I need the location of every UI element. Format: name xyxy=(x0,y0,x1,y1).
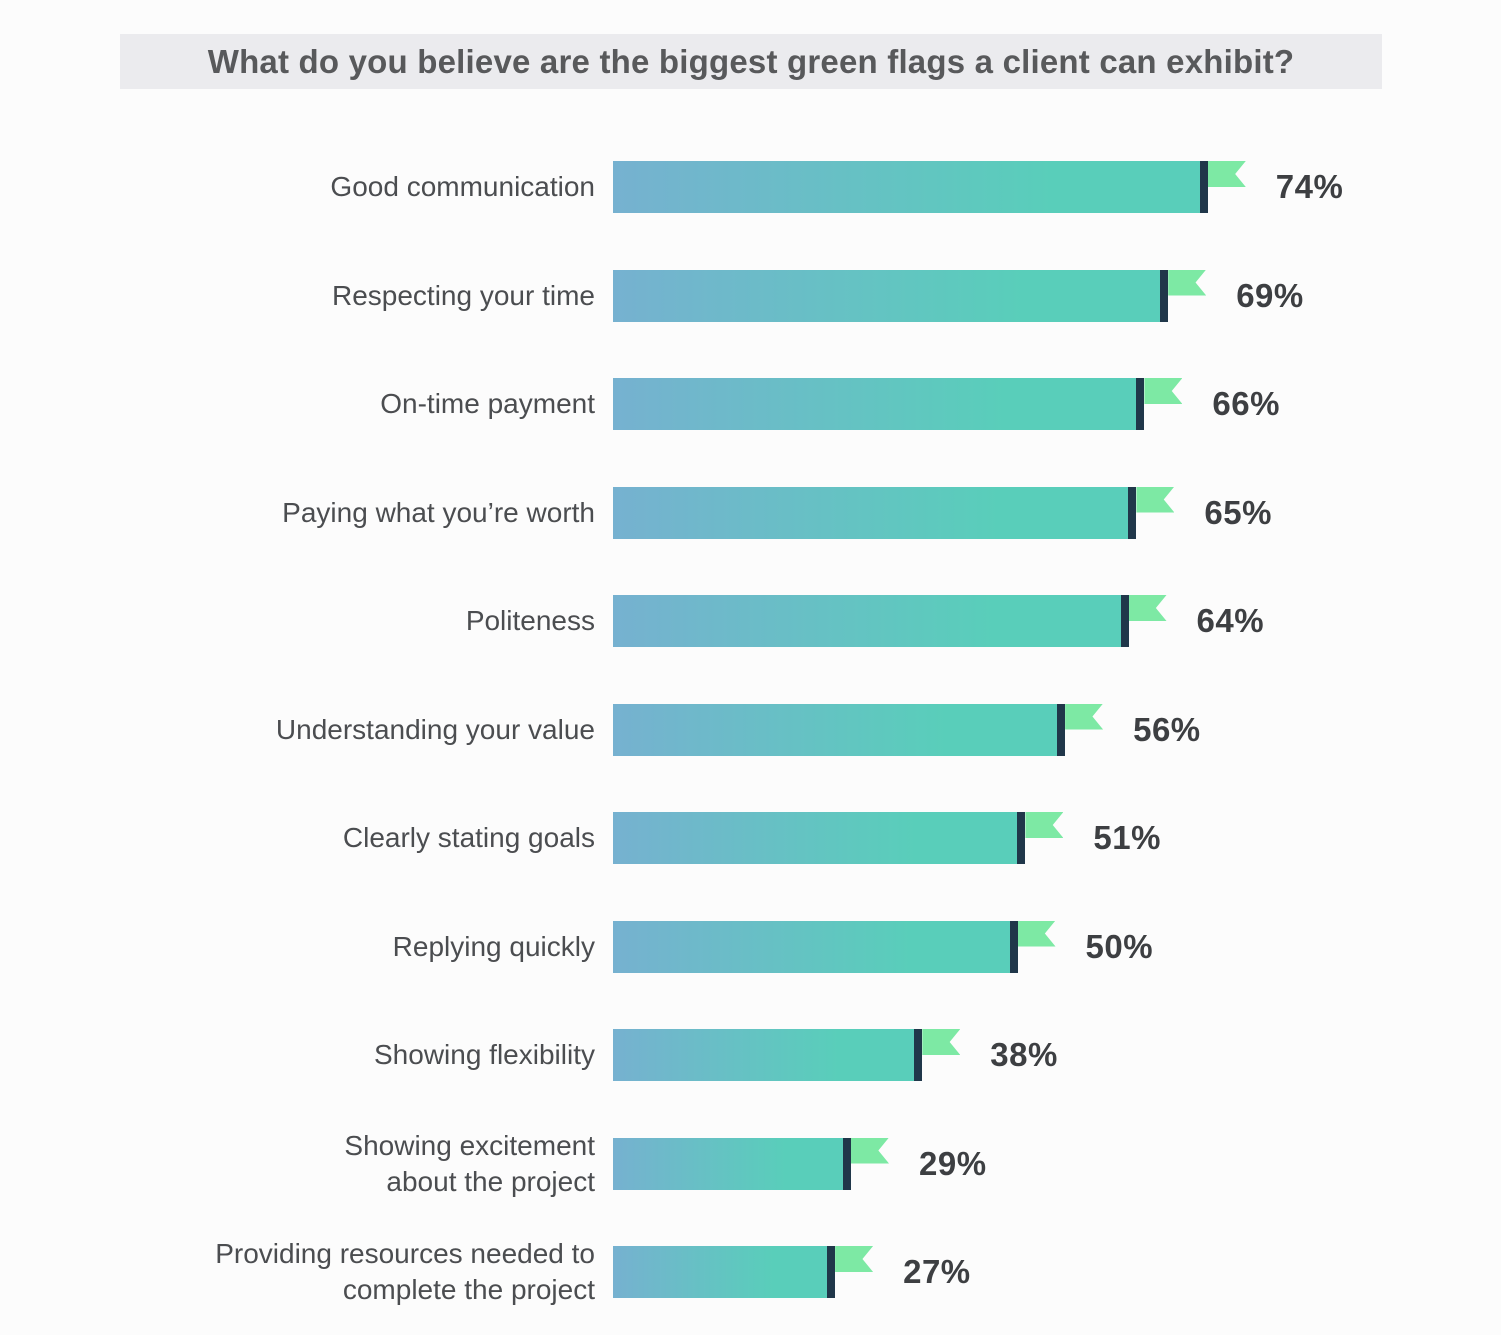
value-label: 38% xyxy=(990,1036,1058,1073)
chart-title: What do you believe are the biggest gree… xyxy=(207,42,1295,80)
category-label: Respecting your time xyxy=(331,279,595,311)
flag-pole-icon xyxy=(914,1029,923,1081)
value-label: 74% xyxy=(1275,168,1344,205)
bar-group: 69% xyxy=(613,269,1501,322)
bar-group: 27% xyxy=(613,1246,1501,1298)
value-label: 65% xyxy=(1204,493,1272,531)
flag-pole-icon xyxy=(1199,161,1208,213)
green-flag-icon xyxy=(922,1029,961,1055)
value-label: 50% xyxy=(1085,927,1154,965)
bar xyxy=(613,269,1161,322)
chart-row: On-time payment 66% xyxy=(0,378,1501,430)
category-label: Paying what you’re worth xyxy=(282,496,595,528)
bar xyxy=(613,920,1010,973)
chart-title-band: What do you believe are the biggest gree… xyxy=(120,34,1382,89)
green-flag-icon xyxy=(1168,269,1207,296)
value-label: 66% xyxy=(1212,385,1280,422)
bar-group: 74% xyxy=(613,161,1501,213)
category-label: Understanding your value xyxy=(275,713,595,745)
chart-row: Showing excitement about the project 29% xyxy=(0,1130,1501,1197)
bar-group: 56% xyxy=(613,703,1501,756)
category-label: Showing flexibility xyxy=(374,1039,595,1070)
value-label: 69% xyxy=(1236,276,1304,314)
chart-row: Understanding your value 56% xyxy=(0,703,1501,756)
flag-pole-icon xyxy=(1120,595,1129,647)
category-label: On-time payment xyxy=(380,388,595,419)
category-label: Replying quickly xyxy=(392,930,595,962)
flag-pole-icon xyxy=(843,1137,851,1190)
bar-group: 38% xyxy=(613,1029,1501,1081)
flag-pole-icon xyxy=(1057,703,1066,756)
bar-group: 29% xyxy=(613,1137,1501,1190)
bar-group: 50% xyxy=(613,920,1501,973)
chart-row: Replying quickly 50% xyxy=(0,920,1501,973)
green-flag-icon xyxy=(1017,920,1056,947)
flag-pole-icon xyxy=(1017,812,1026,864)
green-flag-icon xyxy=(851,1137,889,1164)
bar xyxy=(613,703,1058,756)
chart-row: Politeness 64% xyxy=(0,595,1501,647)
chart-row: Respecting your time 69% xyxy=(0,269,1501,322)
green-flag-icon xyxy=(1144,378,1183,404)
bar-group: 65% xyxy=(613,486,1501,539)
chart-row: Good communication 74% xyxy=(0,161,1501,213)
green-flag-icon xyxy=(1136,486,1175,513)
bar xyxy=(613,1137,843,1190)
chart-row: Paying what you’re worth 65% xyxy=(0,486,1501,539)
category-label: Politeness xyxy=(465,605,595,636)
bar-group: 51% xyxy=(613,812,1501,864)
bar xyxy=(613,161,1200,213)
green-flag-icon xyxy=(1207,161,1246,187)
bar xyxy=(613,595,1121,647)
value-label: 51% xyxy=(1093,819,1161,856)
flag-pole-icon xyxy=(1136,378,1145,430)
green-flag-icon xyxy=(1065,703,1104,730)
chart-row: Clearly stating goals 51% xyxy=(0,812,1501,864)
value-label: 56% xyxy=(1133,710,1201,748)
bar xyxy=(613,378,1137,430)
flag-pole-icon xyxy=(827,1246,836,1298)
category-label: Showing excitement about the project xyxy=(344,1129,595,1197)
green-flag-icon xyxy=(1128,595,1167,621)
bar xyxy=(613,1029,915,1081)
value-label: 29% xyxy=(919,1144,987,1182)
bar xyxy=(613,812,1018,864)
bar-group: 66% xyxy=(613,378,1501,430)
category-label: Providing resources needed to complete th… xyxy=(215,1238,595,1305)
bar xyxy=(613,486,1129,539)
green-flag-icon xyxy=(1025,812,1064,838)
flag-pole-icon xyxy=(1160,269,1169,322)
value-label: 64% xyxy=(1196,602,1265,639)
flag-pole-icon xyxy=(1009,920,1018,973)
bar-group: 64% xyxy=(613,595,1501,647)
chart-row: Providing resources needed to complete th… xyxy=(0,1238,1501,1305)
category-label: Clearly stating goals xyxy=(342,822,595,853)
chart-row: Showing flexibility 38% xyxy=(0,1029,1501,1081)
value-label: 27% xyxy=(903,1253,971,1290)
flag-pole-icon xyxy=(1128,486,1137,539)
category-label: Good communication xyxy=(330,171,595,202)
bar-chart: Good communication 74% Respecting your t… xyxy=(0,161,1501,1305)
green-flag-icon xyxy=(835,1246,874,1272)
bar xyxy=(613,1246,828,1298)
